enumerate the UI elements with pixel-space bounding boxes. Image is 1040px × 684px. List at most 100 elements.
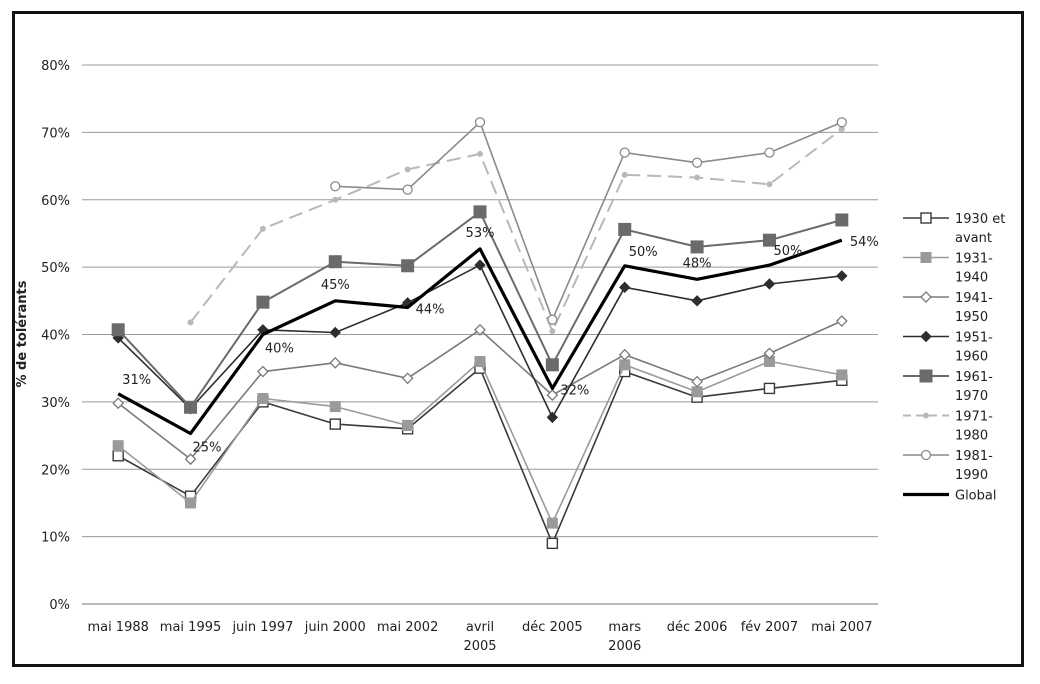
y-tick-label: 60% [41,194,70,209]
x-tick-line: mai 2002 [377,620,438,635]
data-point [619,281,631,294]
data-point [763,382,776,395]
x-tick-line: 2005 [463,639,496,654]
x-axis-ticks: mai 1988 mai 1995 juin 1997 juin 2000 mai 20… [87,620,872,654]
x-tick-label: mars 2006 [608,620,641,654]
series-line [117,210,843,409]
data-point [111,323,125,337]
x-tick-line: fév 2007 [741,620,798,635]
data-point [112,450,124,462]
legend-marker [920,330,932,343]
series-lines [111,117,849,550]
data-point [764,147,775,158]
data-point [257,393,269,405]
legend-label: 1960 [955,350,988,365]
data-point [328,255,342,269]
legend-label: 1950 [955,310,988,325]
x-tick-label: déc 2006 [667,620,728,635]
data-point [112,440,124,452]
data-point [766,181,773,188]
legend-marker [919,369,933,383]
data-point [618,348,631,361]
legend-item: 1971- 1980 [903,410,993,444]
data-point [256,365,269,378]
data-point [401,372,414,385]
data-point [402,419,414,431]
data-point [477,150,483,157]
data-point [835,213,849,227]
y-tick-label: 10% [41,531,70,546]
data-label: 31% [122,373,151,388]
series-5 [187,126,845,335]
legend-item: 1930 et avant [903,212,1005,246]
data-point [691,157,703,168]
x-tick-label: juin 2000 [304,620,366,635]
data-point [112,397,125,410]
y-tick-label: 70% [41,126,70,141]
legend-marker [920,212,932,224]
x-tick-label: déc 2005 [522,620,583,635]
data-label: 48% [683,256,712,271]
x-tick-line: juin 1997 [231,620,293,635]
y-tick-label: 50% [41,261,70,276]
series-3 [112,259,848,424]
data-point [473,205,487,219]
legend-item: Global [903,489,996,504]
data-point [329,418,341,430]
series-line [117,238,843,436]
series-4 [111,205,849,414]
series-line [335,121,843,321]
y-axis-ticks: 0% 10% 20% 30% 40% 50% 60% 70% 80% [41,59,70,613]
data-label: 32% [560,383,589,398]
data-point [256,295,270,309]
data-label: 44% [416,303,445,318]
legend-item: 1931- 1940 [903,252,993,286]
x-tick-line: mai 1988 [87,620,148,635]
legend-label: 1941- [955,291,993,306]
data-point [546,517,558,529]
data-point [691,375,704,388]
data-label: 25% [193,441,222,456]
y-tick-label: 20% [41,463,70,478]
data-point [474,355,486,367]
data-point [329,326,341,339]
legend-label: 1930 et [955,212,1005,227]
data-point [332,196,339,203]
legend-marker [920,252,932,263]
series-line [117,367,842,545]
legend-marker [920,449,932,461]
data-point [836,117,847,128]
x-tick-line: 2006 [608,639,641,654]
data-point [545,358,559,372]
data-label: 50% [773,244,802,259]
x-tick-label: mai 2007 [811,620,872,635]
data-labels: 31% 25% 40% 45% 44% 53% 32% 50% 48% 50% 54% [122,226,879,456]
legend-label: 1980 [955,429,988,444]
legend-label: 1931- [955,252,993,267]
data-point [619,359,631,371]
data-point [259,225,266,232]
legend-marker [920,291,932,303]
y-tick-label: 40% [41,329,70,344]
data-point [474,259,486,271]
legend-label: 1970 [955,389,988,404]
data-point [836,369,848,381]
data-point [185,497,197,509]
y-tick-label: 30% [41,396,70,411]
x-tick-label: mai 1995 [160,620,221,635]
legend-label: 1981- [955,449,993,464]
legend-item: 1981- 1990 [903,449,993,483]
legend-label: 1961- [955,370,993,385]
data-point [547,314,558,325]
data-point [762,233,776,247]
data-point [618,222,632,236]
data-label: 40% [265,342,294,357]
series-line [117,320,843,460]
legend-marker [923,412,929,419]
data-point [546,537,559,550]
series-line [189,128,843,333]
data-point [187,319,194,326]
data-point [329,356,342,369]
data-point [836,270,848,282]
data-point [401,259,415,273]
